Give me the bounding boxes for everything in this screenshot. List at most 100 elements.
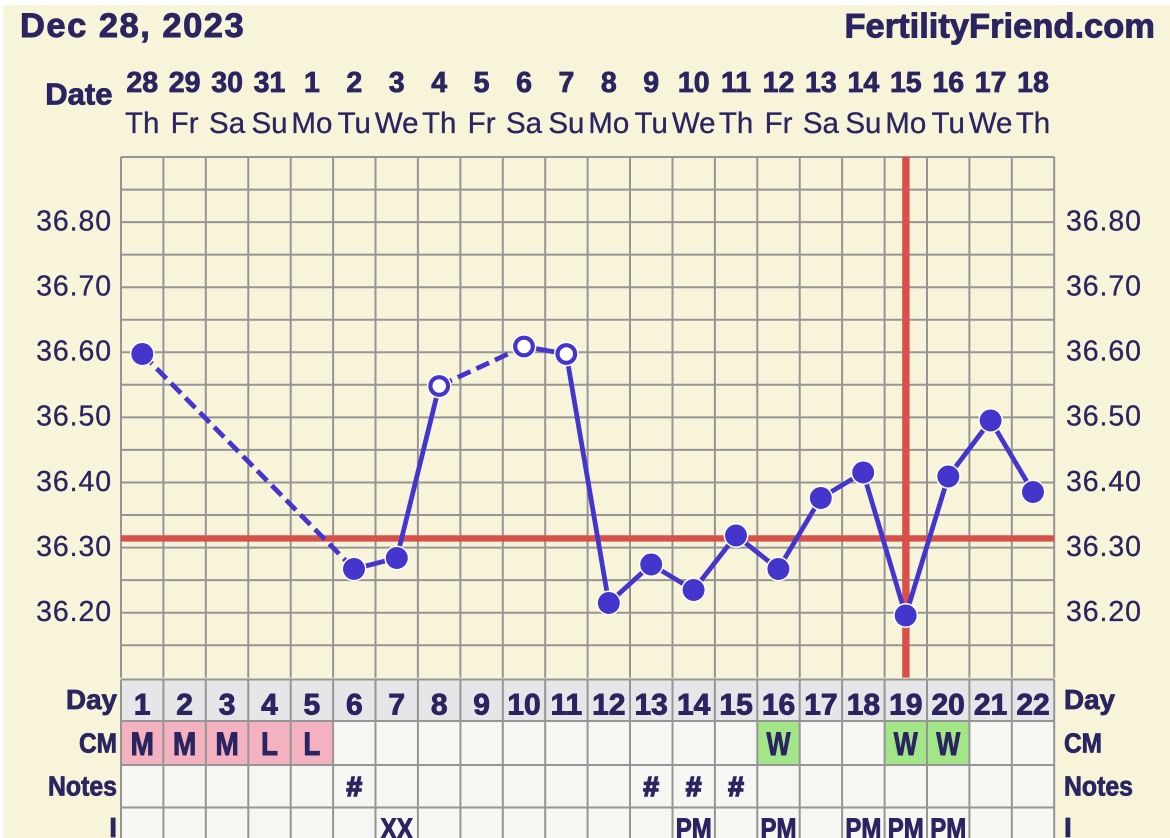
svg-text:#: # — [347, 771, 363, 802]
svg-text:17: 17 — [975, 67, 1007, 99]
svg-text:6: 6 — [516, 67, 532, 99]
svg-text:Tu: Tu — [635, 107, 668, 140]
svg-text:36.80: 36.80 — [1066, 205, 1142, 237]
svg-text:Notes: Notes — [1064, 771, 1133, 802]
svg-text:36.30: 36.30 — [36, 531, 112, 563]
svg-text:13: 13 — [635, 689, 668, 722]
svg-text:W: W — [894, 726, 918, 762]
svg-text:30: 30 — [211, 67, 243, 99]
svg-text:3: 3 — [219, 689, 236, 722]
svg-text:16: 16 — [762, 689, 795, 722]
svg-text:Su: Su — [548, 107, 584, 140]
svg-text:L: L — [261, 726, 278, 762]
svg-text:Dec 28, 2023: Dec 28, 2023 — [20, 7, 245, 45]
svg-text:#: # — [643, 771, 659, 802]
svg-text:2: 2 — [346, 67, 362, 99]
svg-text:3: 3 — [389, 67, 405, 99]
svg-text:36.30: 36.30 — [1066, 531, 1142, 563]
svg-text:36.50: 36.50 — [1066, 401, 1142, 433]
svg-text:CM: CM — [79, 728, 117, 759]
svg-text:17: 17 — [804, 689, 837, 722]
svg-text:1: 1 — [304, 67, 320, 99]
svg-text:PM: PM — [930, 814, 966, 838]
svg-text:M: M — [215, 726, 239, 762]
svg-text:20: 20 — [932, 689, 965, 722]
svg-text:7: 7 — [558, 67, 574, 99]
svg-text:10: 10 — [507, 689, 540, 722]
svg-text:Day: Day — [66, 684, 117, 715]
svg-text:21: 21 — [974, 689, 1007, 722]
svg-text:W: W — [767, 726, 791, 762]
svg-text:36.60: 36.60 — [36, 336, 112, 368]
svg-text:Fr: Fr — [171, 107, 199, 140]
svg-text:11: 11 — [551, 689, 583, 722]
svg-text:PM: PM — [676, 814, 712, 838]
svg-text:I: I — [109, 812, 117, 838]
svg-text:36.40: 36.40 — [1066, 466, 1142, 498]
svg-text:12: 12 — [592, 689, 625, 722]
svg-text:9: 9 — [473, 689, 490, 722]
svg-text:11: 11 — [721, 67, 751, 99]
svg-text:36.40: 36.40 — [36, 466, 112, 498]
svg-text:19: 19 — [889, 689, 922, 722]
svg-text:15: 15 — [719, 689, 752, 722]
svg-text:4: 4 — [261, 689, 278, 722]
svg-text:Su: Su — [845, 107, 881, 140]
svg-text:1: 1 — [134, 689, 151, 722]
svg-text:4: 4 — [431, 67, 447, 99]
svg-text:Sa: Sa — [506, 107, 543, 140]
svg-text:36.50: 36.50 — [36, 401, 112, 433]
svg-text:36.20: 36.20 — [36, 596, 112, 628]
svg-text:Tu: Tu — [932, 107, 965, 140]
svg-text:12: 12 — [763, 67, 795, 99]
svg-text:36.20: 36.20 — [1066, 596, 1142, 628]
svg-text:Day: Day — [1064, 684, 1115, 715]
svg-text:M: M — [173, 726, 197, 762]
svg-text:5: 5 — [474, 67, 490, 99]
svg-text:M: M — [130, 726, 154, 762]
svg-text:5: 5 — [304, 689, 321, 722]
svg-text:Date: Date — [45, 77, 112, 112]
svg-text:22: 22 — [1016, 689, 1049, 722]
svg-text:Mo: Mo — [588, 107, 629, 140]
svg-text:Fr: Fr — [468, 107, 496, 140]
svg-text:Sa: Sa — [803, 107, 840, 140]
svg-text:Notes: Notes — [48, 771, 117, 802]
svg-text:#: # — [686, 771, 702, 802]
svg-text:36.70: 36.70 — [1066, 271, 1142, 303]
svg-text:I: I — [1064, 812, 1072, 838]
svg-text:CM: CM — [1064, 728, 1102, 759]
svg-text:Fr: Fr — [765, 107, 793, 140]
svg-text:Mo: Mo — [291, 107, 332, 140]
svg-text:Th: Th — [719, 107, 753, 140]
svg-text:Tu: Tu — [338, 107, 371, 140]
svg-text:29: 29 — [169, 67, 201, 99]
svg-text:We: We — [672, 107, 716, 140]
svg-text:14: 14 — [677, 689, 711, 722]
svg-text:18: 18 — [847, 689, 880, 722]
svg-text:6: 6 — [346, 689, 363, 722]
svg-text:14: 14 — [848, 67, 880, 99]
svg-text:Sa: Sa — [209, 107, 246, 140]
svg-text:XX: XX — [380, 814, 413, 838]
svg-text:10: 10 — [678, 67, 710, 99]
svg-text:W: W — [936, 726, 960, 762]
svg-text:PM: PM — [845, 814, 881, 838]
svg-text:Su: Su — [251, 107, 287, 140]
svg-text:13: 13 — [805, 67, 837, 99]
svg-text:8: 8 — [431, 689, 448, 722]
svg-text:8: 8 — [601, 67, 617, 99]
svg-text:7: 7 — [388, 689, 405, 722]
svg-text:18: 18 — [1017, 67, 1049, 99]
svg-text:L: L — [303, 726, 320, 762]
svg-text:PM: PM — [761, 814, 797, 838]
svg-text:Th: Th — [422, 107, 456, 140]
svg-text:36.70: 36.70 — [36, 271, 112, 303]
svg-text:Th: Th — [1016, 107, 1050, 140]
svg-text:We: We — [969, 107, 1013, 140]
svg-text:16: 16 — [932, 67, 964, 99]
svg-text:PM: PM — [888, 814, 924, 838]
svg-text:31: 31 — [254, 67, 286, 99]
svg-text:36.80: 36.80 — [36, 205, 112, 237]
svg-text:9: 9 — [643, 67, 659, 99]
